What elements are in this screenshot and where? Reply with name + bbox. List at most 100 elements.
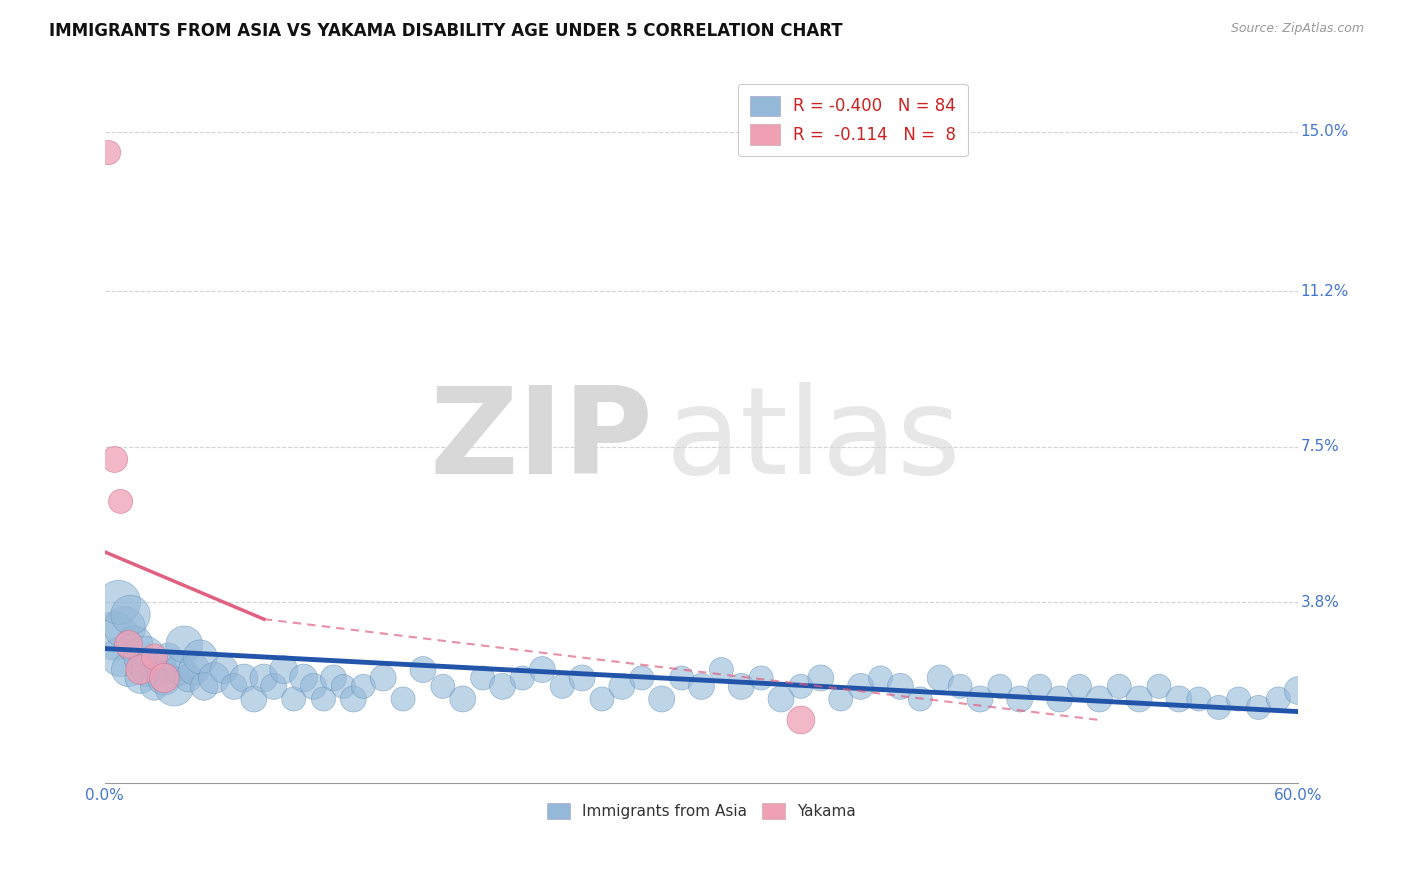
Point (153, 671, 176, 685)
Point (630, 671, 652, 685)
Point (124, 637, 146, 651)
Point (342, 692, 364, 706)
Point (551, 679, 574, 693)
Point (243, 692, 266, 706)
Point (1188, 692, 1211, 706)
Point (129, 663, 152, 677)
Point (173, 637, 195, 651)
Point (322, 671, 344, 685)
Point (730, 679, 752, 693)
Point (193, 679, 215, 693)
Point (790, 679, 813, 693)
Point (392, 692, 415, 706)
Point (869, 671, 891, 685)
Point (1247, 700, 1270, 714)
Text: 3.8%: 3.8% (1301, 595, 1340, 610)
Point (110, 649, 132, 664)
Point (104, 452, 127, 467)
Point (292, 671, 315, 685)
Point (177, 671, 200, 685)
Point (373, 671, 395, 685)
Point (149, 658, 172, 673)
Point (1286, 683, 1309, 698)
Point (710, 663, 733, 677)
Point (1208, 700, 1230, 714)
Point (120, 607, 142, 622)
Point (183, 663, 205, 677)
Point (202, 671, 225, 685)
Point (222, 679, 245, 693)
Point (352, 679, 374, 693)
Point (432, 679, 454, 693)
Point (302, 679, 325, 693)
Point (1049, 692, 1071, 706)
Point (212, 663, 235, 677)
Point (1227, 692, 1250, 706)
Point (1267, 692, 1289, 706)
Point (153, 671, 176, 685)
Point (929, 671, 952, 685)
Text: 7.5%: 7.5% (1301, 439, 1340, 454)
Point (830, 692, 852, 706)
Point (232, 671, 254, 685)
Point (690, 679, 713, 693)
Point (1069, 679, 1091, 693)
Point (104, 629, 127, 643)
Text: ZIP: ZIP (430, 382, 654, 499)
Point (849, 679, 872, 693)
Point (117, 663, 139, 677)
Point (253, 671, 276, 685)
Point (114, 621, 136, 635)
Point (610, 679, 633, 693)
Point (1147, 679, 1170, 693)
Text: Source: ZipAtlas.com: Source: ZipAtlas.com (1230, 22, 1364, 36)
Point (671, 671, 693, 685)
Point (138, 663, 160, 677)
Point (571, 671, 593, 685)
Point (188, 649, 211, 664)
Point (110, 494, 132, 508)
Point (283, 692, 305, 706)
Point (97, 145, 120, 160)
Point (770, 692, 793, 706)
Text: atlas: atlas (665, 382, 962, 499)
Point (1028, 679, 1050, 693)
Point (134, 649, 156, 664)
Point (749, 671, 772, 685)
Point (471, 671, 494, 685)
Point (107, 595, 129, 609)
Legend: Immigrants from Asia, Yakama: Immigrants from Asia, Yakama (541, 797, 862, 825)
Point (163, 679, 186, 693)
Text: 11.2%: 11.2% (1301, 284, 1348, 299)
Point (790, 713, 813, 727)
Point (1108, 679, 1130, 693)
Point (117, 637, 139, 651)
Text: 15.0%: 15.0% (1301, 124, 1348, 139)
Point (273, 663, 295, 677)
Point (157, 649, 180, 664)
Point (129, 671, 152, 685)
Point (332, 679, 354, 693)
Point (169, 663, 191, 677)
Point (988, 679, 1011, 693)
Point (143, 649, 166, 664)
Text: IMMIGRANTS FROM ASIA VS YAKAMA DISABILITY AGE UNDER 5 CORRELATION CHART: IMMIGRANTS FROM ASIA VS YAKAMA DISABILIT… (49, 22, 842, 40)
Point (1088, 692, 1111, 706)
Point (1008, 692, 1031, 706)
Point (512, 671, 534, 685)
Point (412, 663, 434, 677)
Point (143, 679, 166, 693)
Point (451, 692, 474, 706)
Point (969, 692, 991, 706)
Point (263, 679, 285, 693)
Point (810, 671, 832, 685)
Point (651, 692, 673, 706)
Point (491, 679, 513, 693)
Point (949, 679, 972, 693)
Point (889, 679, 911, 693)
Point (1167, 692, 1189, 706)
Point (312, 692, 335, 706)
Point (910, 692, 932, 706)
Point (1128, 692, 1150, 706)
Point (591, 692, 613, 706)
